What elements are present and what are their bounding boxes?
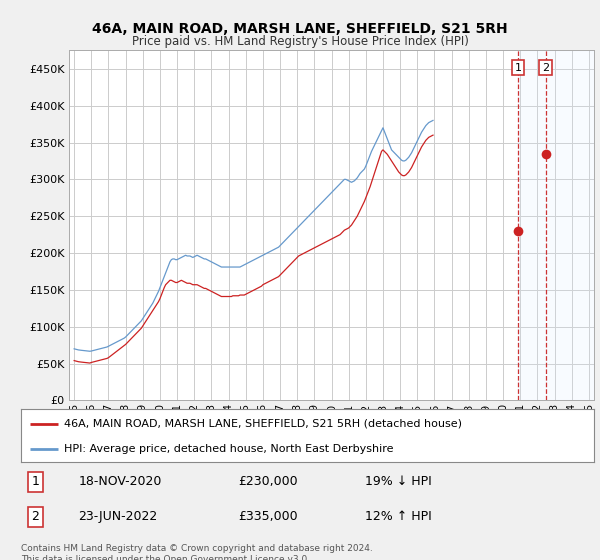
Text: 1: 1: [31, 475, 39, 488]
Text: 46A, MAIN ROAD, MARSH LANE, SHEFFIELD, S21 5RH (detached house): 46A, MAIN ROAD, MARSH LANE, SHEFFIELD, S…: [64, 419, 462, 429]
Text: Contains HM Land Registry data © Crown copyright and database right 2024.
This d: Contains HM Land Registry data © Crown c…: [21, 544, 373, 560]
Text: £335,000: £335,000: [239, 510, 298, 524]
Text: 19% ↓ HPI: 19% ↓ HPI: [365, 475, 431, 488]
Text: £230,000: £230,000: [239, 475, 298, 488]
Text: 2: 2: [542, 63, 549, 73]
Text: 46A, MAIN ROAD, MARSH LANE, SHEFFIELD, S21 5RH: 46A, MAIN ROAD, MARSH LANE, SHEFFIELD, S…: [92, 22, 508, 36]
Text: 18-NOV-2020: 18-NOV-2020: [79, 475, 161, 488]
Text: 12% ↑ HPI: 12% ↑ HPI: [365, 510, 431, 524]
Text: Price paid vs. HM Land Registry's House Price Index (HPI): Price paid vs. HM Land Registry's House …: [131, 35, 469, 48]
Text: HPI: Average price, detached house, North East Derbyshire: HPI: Average price, detached house, Nort…: [64, 444, 394, 454]
Text: 23-JUN-2022: 23-JUN-2022: [79, 510, 158, 524]
Text: 1: 1: [515, 63, 521, 73]
Bar: [518, 50, 594, 400]
Text: 2: 2: [31, 510, 39, 524]
